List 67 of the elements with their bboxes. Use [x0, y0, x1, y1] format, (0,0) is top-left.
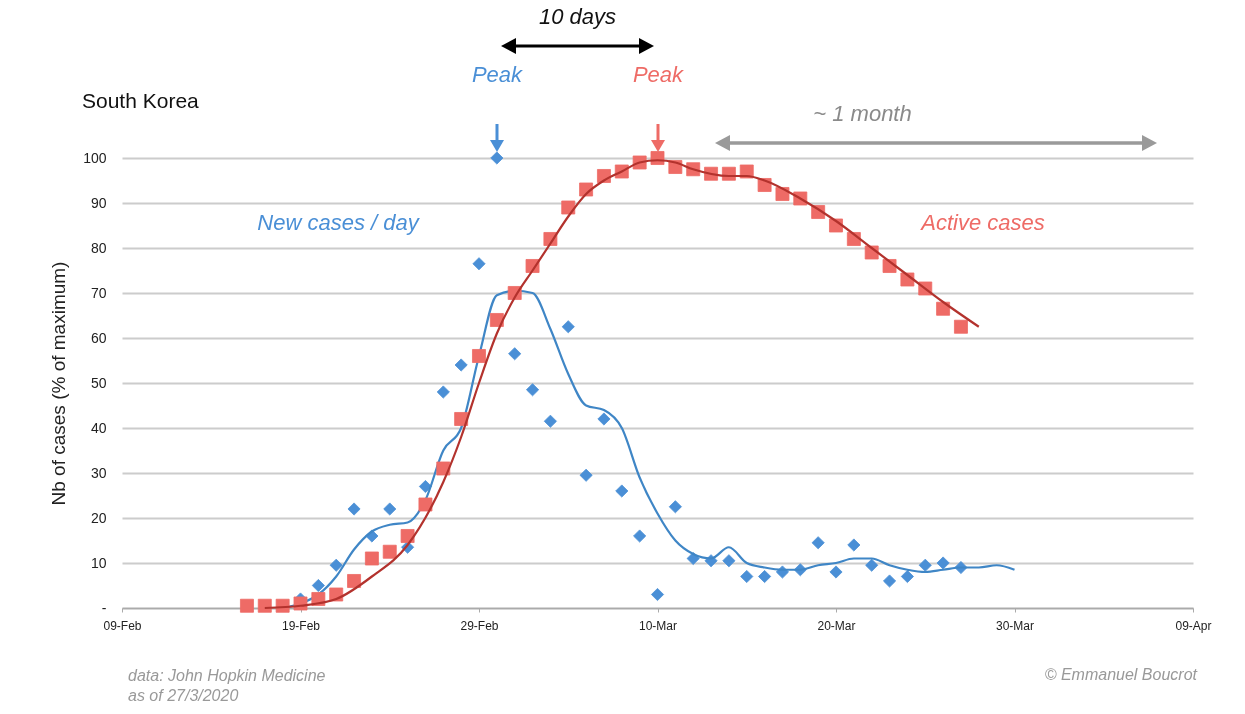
chart-title: South Korea	[82, 88, 200, 112]
x-tick-label: 30-Mar	[995, 618, 1035, 633]
x-tick-label: 29-Feb	[460, 618, 499, 633]
point	[865, 558, 879, 572]
point	[347, 574, 361, 588]
point	[382, 544, 397, 559]
point	[418, 479, 432, 494]
point	[490, 151, 504, 165]
point	[615, 484, 629, 498]
point	[329, 558, 343, 572]
point	[758, 569, 772, 584]
point	[918, 558, 932, 572]
point	[526, 383, 540, 397]
point	[847, 538, 861, 552]
y-tick-label: -	[101, 599, 107, 616]
y-tick-label: 70	[90, 284, 107, 301]
point	[936, 301, 951, 316]
x-tick-label: 10-Mar	[638, 618, 678, 633]
point	[900, 569, 914, 584]
point	[579, 468, 593, 482]
point	[829, 565, 843, 579]
point	[740, 569, 754, 584]
point	[383, 502, 397, 516]
point	[364, 551, 379, 566]
text: 10 days	[537, 4, 618, 30]
point	[633, 529, 647, 543]
x-tick-label: 20-Mar	[817, 618, 856, 633]
text: Peak	[631, 62, 685, 88]
point	[454, 358, 468, 372]
text: New cases / day	[256, 210, 421, 236]
point	[811, 536, 825, 550]
text: data: John Hopkin Medicine as of 27/3/2020	[128, 666, 326, 706]
point	[240, 598, 254, 613]
x-tick-label: 09-Feb	[103, 618, 142, 633]
text: Peak	[470, 62, 524, 88]
point	[883, 574, 897, 588]
y-tick-label: 80	[90, 239, 107, 256]
point	[543, 414, 557, 428]
point	[472, 349, 486, 363]
y-tick-label: 90	[90, 194, 107, 211]
point	[436, 385, 450, 399]
point	[472, 257, 486, 271]
point	[347, 502, 361, 516]
point	[668, 500, 682, 514]
point	[418, 497, 433, 512]
point	[561, 320, 575, 334]
point	[311, 578, 325, 593]
point	[936, 556, 950, 570]
y-tick-label: 10	[90, 554, 107, 571]
y-tick-label: 20	[90, 509, 107, 526]
text: ~ 1 month	[812, 101, 913, 127]
point	[650, 587, 665, 602]
x-tick-label: 19-Feb	[281, 618, 321, 633]
y-tick-label: 100	[83, 149, 107, 166]
y-axis-title: Nb of cases (% of maximum)	[48, 261, 70, 506]
point	[722, 554, 736, 568]
y-tick-label: 30	[90, 464, 107, 481]
y-tick-label: 40	[90, 419, 107, 436]
point	[954, 319, 968, 334]
x-tick-label: 09-Apr	[1175, 618, 1212, 633]
point	[597, 412, 611, 426]
text: © Emmanuel Boucrot	[1044, 666, 1197, 684]
y-tick-label: 50	[90, 374, 107, 391]
y-tick-label: 60	[90, 329, 107, 346]
point	[257, 598, 272, 613]
point	[508, 347, 522, 361]
series-label: Active cases	[919, 210, 1046, 236]
